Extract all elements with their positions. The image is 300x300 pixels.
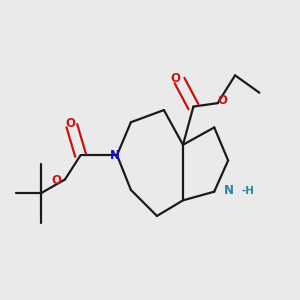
Text: O: O (170, 72, 180, 85)
Text: O: O (65, 118, 75, 130)
Text: N: N (224, 184, 234, 197)
Text: O: O (51, 174, 61, 187)
Text: O: O (217, 94, 227, 107)
Text: N: N (110, 149, 120, 162)
Text: -H: -H (241, 186, 254, 196)
